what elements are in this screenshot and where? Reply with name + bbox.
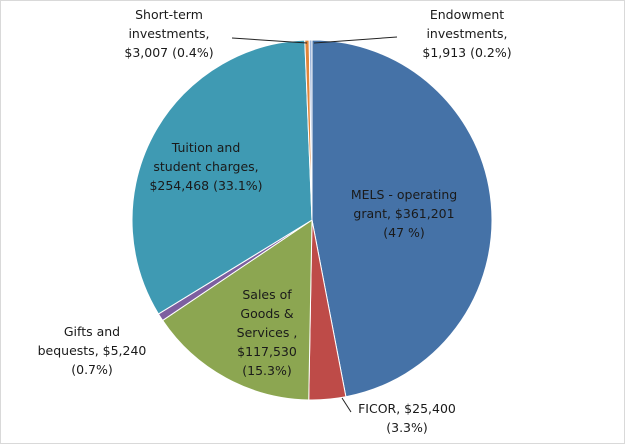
label-ficor: FICOR, $25,400 (3.3%): [352, 399, 462, 437]
label-sales: Sales of Goods & Services , $117,530 (15…: [227, 285, 307, 380]
label-sales-line5: (15.3%): [242, 363, 292, 378]
label-gifts: Gifts and bequests, $5,240 (0.7%): [27, 322, 157, 379]
label-mels-line3: (47 %): [383, 225, 425, 240]
label-tuition: Tuition and student charges, $254,468 (3…: [141, 138, 271, 195]
label-endowment: Endowment investments, $1,913 (0.2%): [407, 5, 527, 62]
label-mels: MELS - operating grant, $361,201 (47 %): [344, 185, 464, 242]
label-tuition-line2: student charges,: [153, 159, 259, 174]
label-shortterm-line1: Short-term: [135, 7, 203, 22]
label-shortterm: Short-term investments, $3,007 (0.4%): [109, 5, 229, 62]
label-mels-line1: MELS - operating: [350, 187, 458, 202]
pie-slice-endowment-investments: [308, 39, 313, 221]
label-gifts-line3: (0.7%): [71, 362, 113, 377]
label-sales-line1: Sales of: [242, 287, 292, 302]
label-gifts-line1: Gifts and: [63, 324, 121, 339]
pie-slices: [131, 39, 493, 401]
label-tuition-line3: $254,468 (33.1%): [149, 178, 263, 193]
label-sales-line4: $117,530: [237, 344, 297, 359]
leader-line-shortterm: [231, 37, 308, 44]
label-sales-line2: Goods &: [240, 306, 294, 321]
leader-lines: [231, 36, 398, 413]
label-shortterm-line2: investments,: [128, 26, 210, 41]
pie-slice-mels-operating-grant: [311, 39, 493, 398]
label-mels-line2: grant, $361,201: [353, 206, 455, 221]
label-ficor-line2: (3.3%): [386, 420, 428, 435]
pie-slice-tuition-and-student-charges: [131, 39, 313, 315]
label-endowment-line3: $1,913 (0.2%): [422, 45, 512, 60]
label-gifts-line2: bequests, $5,240: [37, 343, 147, 358]
label-endowment-line1: Endowment: [429, 7, 505, 22]
label-endowment-line2: investments,: [426, 26, 508, 41]
pie-slice-sales-of-goods-services: [161, 219, 313, 401]
leader-line-endowment: [313, 36, 398, 44]
label-sales-line3: Services ,: [236, 325, 298, 340]
label-tuition-line1: Tuition and: [171, 140, 241, 155]
label-shortterm-line3: $3,007 (0.4%): [124, 45, 214, 60]
leader-line-ficor: [341, 397, 352, 413]
label-ficor-line1: FICOR, $25,400: [358, 401, 456, 416]
